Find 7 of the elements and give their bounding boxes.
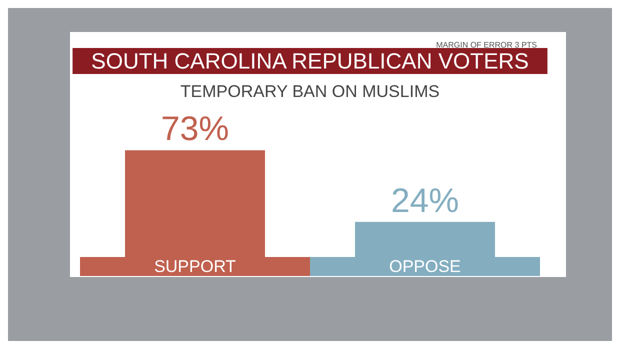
data-label: 24% xyxy=(390,182,460,220)
data-label: 73% xyxy=(160,110,230,148)
chart-subtitle: TEMPORARY BAN ON MUSLIMS xyxy=(180,82,440,101)
x-tick-label: OPPOSE xyxy=(389,257,461,276)
text: MARGIN OF ERROR 3 PTS xyxy=(436,40,538,50)
chart-title: SOUTH CAROLINA REPUBLICAN VOTERS xyxy=(91,48,529,74)
x-tick-label: SUPPORT xyxy=(154,257,236,276)
